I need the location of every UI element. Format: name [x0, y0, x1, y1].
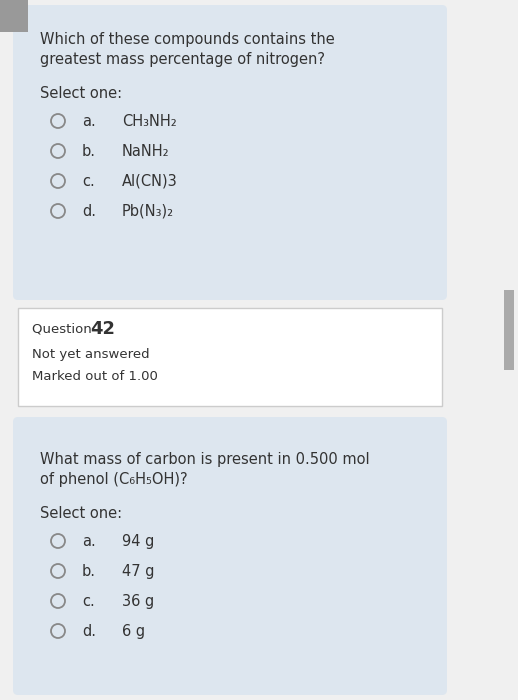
Text: d.: d. [82, 624, 96, 639]
Text: Question: Question [32, 322, 96, 335]
Text: 94 g: 94 g [122, 534, 154, 549]
Text: a.: a. [82, 534, 96, 549]
Text: Which of these compounds contains the: Which of these compounds contains the [40, 32, 335, 47]
FancyBboxPatch shape [13, 5, 447, 300]
Text: a.: a. [82, 114, 96, 129]
Text: 36 g: 36 g [122, 594, 154, 609]
Text: c.: c. [82, 594, 95, 609]
Text: Al(CN)3: Al(CN)3 [122, 174, 178, 189]
Text: 42: 42 [90, 320, 115, 338]
Bar [504, 290, 514, 370]
Text: d.: d. [82, 204, 96, 219]
FancyBboxPatch shape [13, 417, 447, 695]
Text: Select one:: Select one: [40, 86, 122, 101]
Text: 47 g: 47 g [122, 564, 154, 579]
FancyBboxPatch shape [18, 308, 442, 406]
Text: greatest mass percentage of nitrogen?: greatest mass percentage of nitrogen? [40, 52, 325, 67]
Text: b.: b. [82, 564, 96, 579]
Text: c.: c. [82, 174, 95, 189]
Text: Select one:: Select one: [40, 506, 122, 521]
Text: 6 g: 6 g [122, 624, 145, 639]
Text: Not yet answered: Not yet answered [32, 348, 150, 361]
Text: CH₃NH₂: CH₃NH₂ [122, 114, 177, 129]
Text: Pb(N₃)₂: Pb(N₃)₂ [122, 204, 174, 219]
Text: NaNH₂: NaNH₂ [122, 144, 169, 159]
Text: Marked out of 1.00: Marked out of 1.00 [32, 370, 158, 383]
Bar [0, 0, 28, 32]
Text: of phenol (C₆H₅OH)?: of phenol (C₆H₅OH)? [40, 472, 188, 487]
Text: What mass of carbon is present in 0.500 mol: What mass of carbon is present in 0.500 … [40, 452, 370, 467]
Text: b.: b. [82, 144, 96, 159]
